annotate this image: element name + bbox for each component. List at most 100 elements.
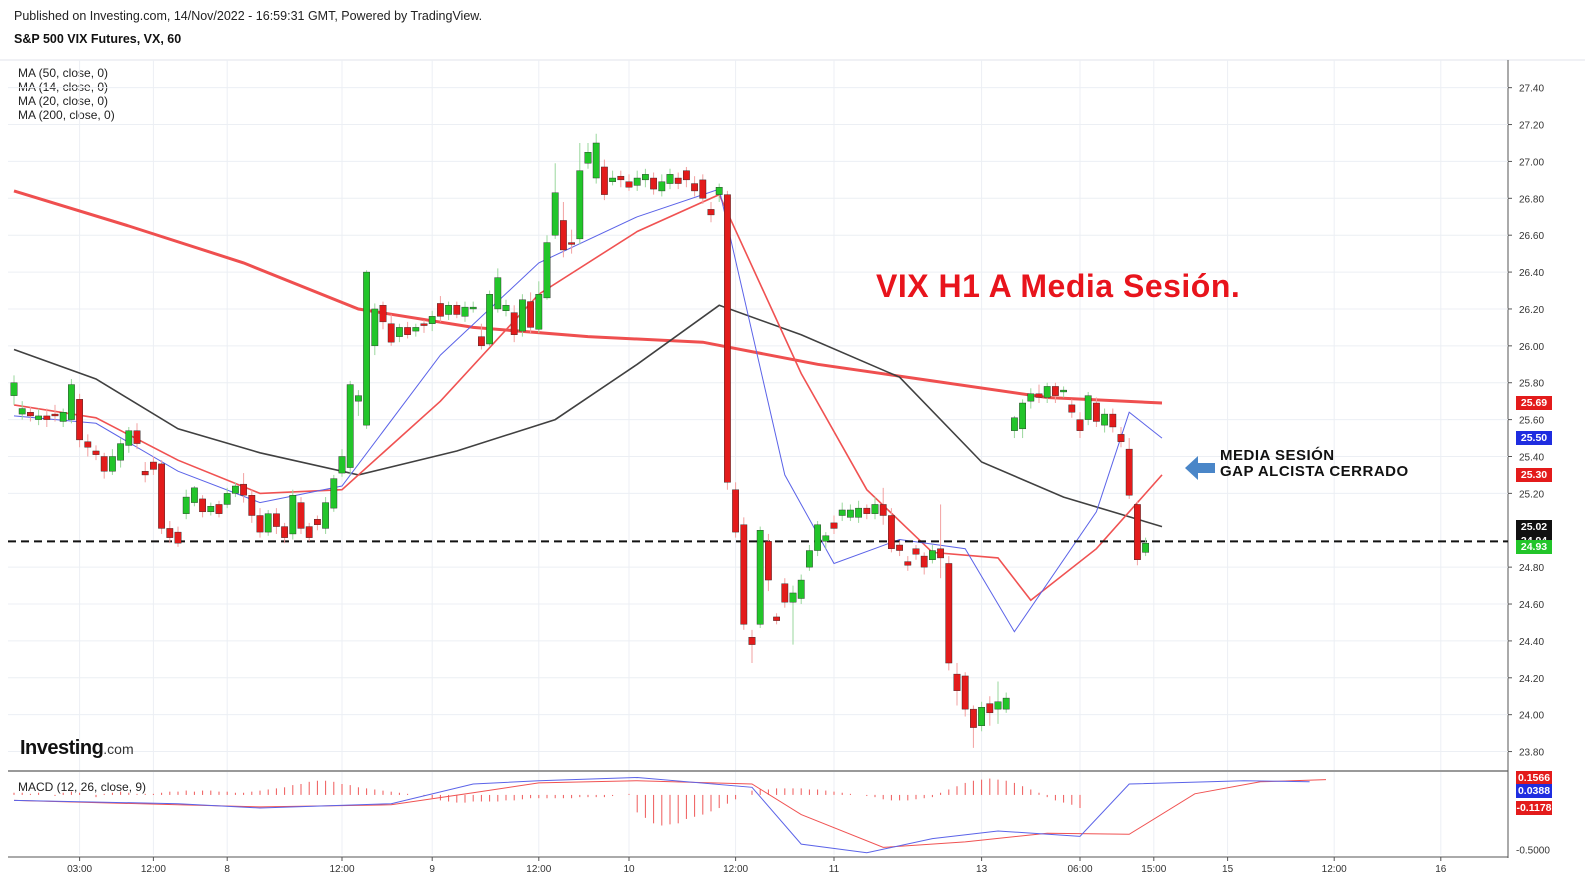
candle-body — [281, 526, 288, 538]
candle-body — [920, 555, 928, 568]
candle-body — [330, 478, 338, 509]
logo-brand: Investing — [20, 737, 104, 759]
candle-body — [879, 504, 887, 516]
candle-body — [240, 483, 247, 496]
price-tick-label: 24.00 — [1519, 711, 1544, 722]
candle-body — [166, 528, 174, 538]
candle-body — [35, 415, 43, 420]
candle-body — [84, 441, 92, 448]
candle-body — [658, 181, 666, 192]
chart-headline: VIX H1 A Media Sesión. — [876, 268, 1241, 304]
time-tick-label: 13 — [976, 864, 988, 875]
candle-body — [551, 192, 559, 236]
price-tick-label: 27.20 — [1519, 121, 1544, 132]
ma-legend-200[interactable]: MA (200, close, 0) — [18, 108, 115, 122]
candle-body — [92, 450, 100, 455]
candle-body — [871, 504, 879, 514]
candle-body — [314, 518, 321, 525]
candle-body — [789, 592, 797, 603]
time-tick-label: 8 — [224, 864, 230, 875]
candle-body — [674, 177, 682, 184]
candle-body — [404, 327, 411, 335]
candle-body — [560, 220, 567, 251]
candle-body — [633, 177, 641, 186]
candle-body — [715, 187, 723, 195]
candle-body — [592, 142, 600, 179]
macd-legend[interactable]: MACD (12, 26, close, 9) — [18, 780, 147, 794]
candle-body — [830, 522, 838, 529]
candle-body — [215, 504, 223, 514]
candle-body — [174, 531, 182, 544]
price-tick-label: 26.60 — [1519, 231, 1544, 242]
ma-legend-50[interactable]: MA (50, close, 0) — [18, 66, 109, 80]
candle-body — [912, 548, 920, 555]
price-tick-label: 26.40 — [1519, 268, 1544, 279]
candle-body — [510, 312, 518, 335]
candle-body — [27, 412, 34, 417]
candle-body — [223, 493, 231, 505]
candle-body — [117, 443, 125, 461]
price-tick-label: 26.00 — [1519, 342, 1544, 353]
candle-body — [896, 544, 904, 551]
candle-body — [43, 415, 51, 420]
candle-body — [1142, 542, 1150, 553]
candle-body — [108, 456, 116, 472]
candle-body — [994, 701, 1002, 710]
price-tick-label: 27.40 — [1519, 84, 1544, 95]
candle-body — [338, 456, 346, 474]
candle-body — [904, 561, 912, 566]
candle-body — [1117, 434, 1125, 442]
candle-body — [1076, 419, 1084, 431]
candle-body — [1043, 386, 1051, 398]
candle-body — [961, 675, 969, 710]
ma200-line — [13, 189, 1163, 405]
candle-body — [256, 515, 264, 533]
gap-note: MEDIA SESIÓN GAP ALCISTA CERRADO — [1220, 448, 1409, 480]
price-badge: 25.02 — [1516, 519, 1552, 534]
price-badge: 24.93 — [1516, 539, 1552, 554]
candle-body — [190, 487, 198, 503]
ma-legend-14[interactable]: MA (14, close, 0) — [18, 80, 109, 94]
candle-body — [141, 471, 149, 476]
candle-body — [814, 524, 822, 551]
candle-body — [445, 305, 452, 315]
candle-body — [609, 177, 617, 182]
candle-body — [379, 305, 387, 323]
candle-body — [978, 707, 986, 726]
candle-body — [51, 413, 59, 417]
candle-body — [970, 708, 977, 728]
candle-body — [1101, 413, 1109, 426]
candle-body — [773, 616, 781, 621]
candle-body — [231, 485, 239, 494]
candle-body — [584, 152, 592, 164]
ma20-line — [13, 193, 1163, 602]
candle-body — [756, 530, 764, 625]
candle-body — [371, 308, 379, 347]
ma-legend-20[interactable]: MA (20, close, 0) — [18, 94, 109, 108]
gap-note-line1: MEDIA SESIÓN — [1220, 447, 1335, 464]
candle-body — [100, 456, 108, 472]
ma-legend: MA (50, close, 0) MA (14, close, 0) MA (… — [18, 66, 115, 122]
candle-body — [453, 305, 461, 315]
candle-body — [363, 271, 370, 426]
time-tick-label: 12:00 — [723, 864, 748, 875]
candle-body — [1027, 393, 1035, 402]
candle-body — [125, 430, 133, 446]
time-tick-label: 9 — [429, 864, 435, 875]
candle-body — [543, 242, 551, 299]
candle-body — [273, 513, 280, 527]
candle-body — [478, 336, 485, 347]
candle-body — [650, 177, 658, 190]
time-tick-label: 12:00 — [329, 864, 354, 875]
candle-body — [691, 183, 699, 192]
candle-body — [732, 489, 740, 533]
time-tick-label: 12:00 — [141, 864, 166, 875]
price-tick-label: 26.80 — [1519, 194, 1544, 205]
candle-body — [387, 323, 395, 343]
price-tick-label: 25.80 — [1519, 379, 1544, 390]
candle-body — [18, 408, 26, 415]
candle-body — [420, 323, 428, 326]
candle-body — [502, 305, 510, 312]
candle-body — [953, 673, 961, 691]
